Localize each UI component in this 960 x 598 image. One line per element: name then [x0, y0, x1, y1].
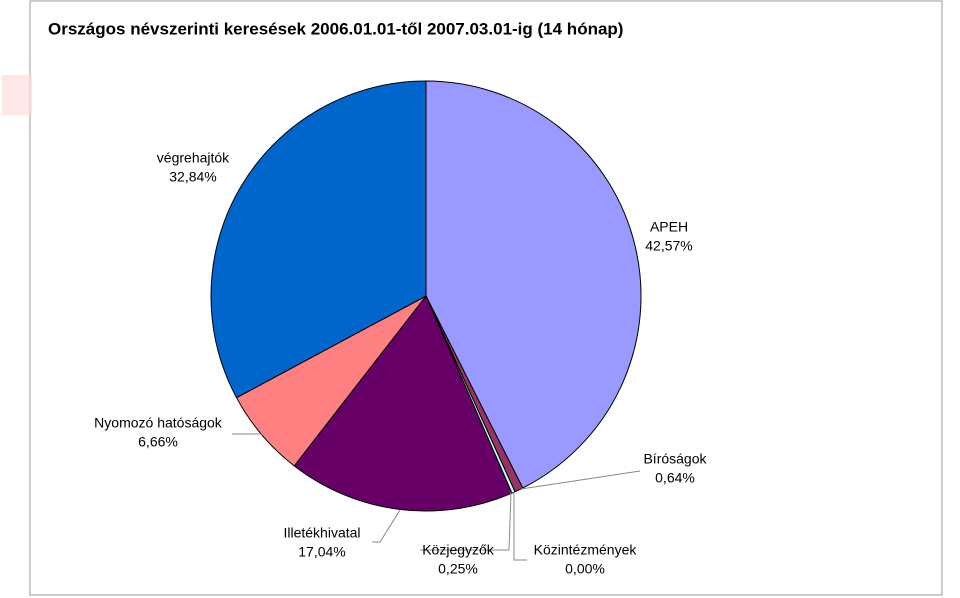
slice-value-label: 0,25%	[438, 561, 478, 577]
leader-line	[513, 492, 527, 561]
leader-line	[520, 470, 641, 490]
leader-line	[372, 509, 401, 543]
slice-value-label: 42,57%	[645, 238, 692, 254]
decoration	[2, 75, 32, 115]
slice-label: Illetékhivatal	[283, 525, 360, 541]
slice-value-label: 6,66%	[138, 434, 178, 450]
chart-title: Országos névszerinti keresések 2006.01.0…	[48, 19, 623, 38]
slice-label: Közjegyzők	[422, 542, 495, 558]
slice-value-label: 32,84%	[169, 169, 216, 185]
slice-value-label: 0,64%	[655, 470, 695, 486]
pie-slice	[425, 80, 642, 489]
slice-label: Bíróságok	[643, 451, 707, 467]
pie-slice	[293, 295, 513, 512]
slice-label: Közintézmények	[534, 542, 638, 558]
pie-slice	[210, 80, 427, 399]
leader-line	[420, 491, 512, 551]
slice-label: végrehajtók	[157, 150, 230, 166]
slice-label: APEH	[650, 219, 688, 235]
slice-value-label: 17,04%	[298, 544, 345, 560]
slice-value-label: 0,00%	[565, 561, 605, 577]
slice-label: Nyomozó hatóságok	[94, 415, 223, 431]
